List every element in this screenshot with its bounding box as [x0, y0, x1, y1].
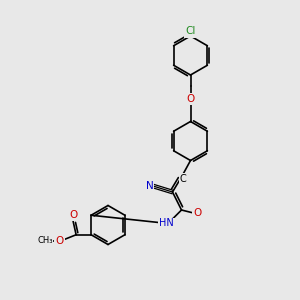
Text: Cl: Cl	[185, 26, 196, 37]
Text: C: C	[180, 173, 186, 184]
Text: O: O	[186, 94, 195, 104]
Text: CH₃: CH₃	[37, 236, 53, 245]
Text: O: O	[69, 210, 77, 220]
Text: HN: HN	[159, 218, 174, 229]
Text: O: O	[56, 236, 64, 246]
Text: O: O	[193, 208, 201, 218]
Text: N: N	[146, 181, 153, 191]
